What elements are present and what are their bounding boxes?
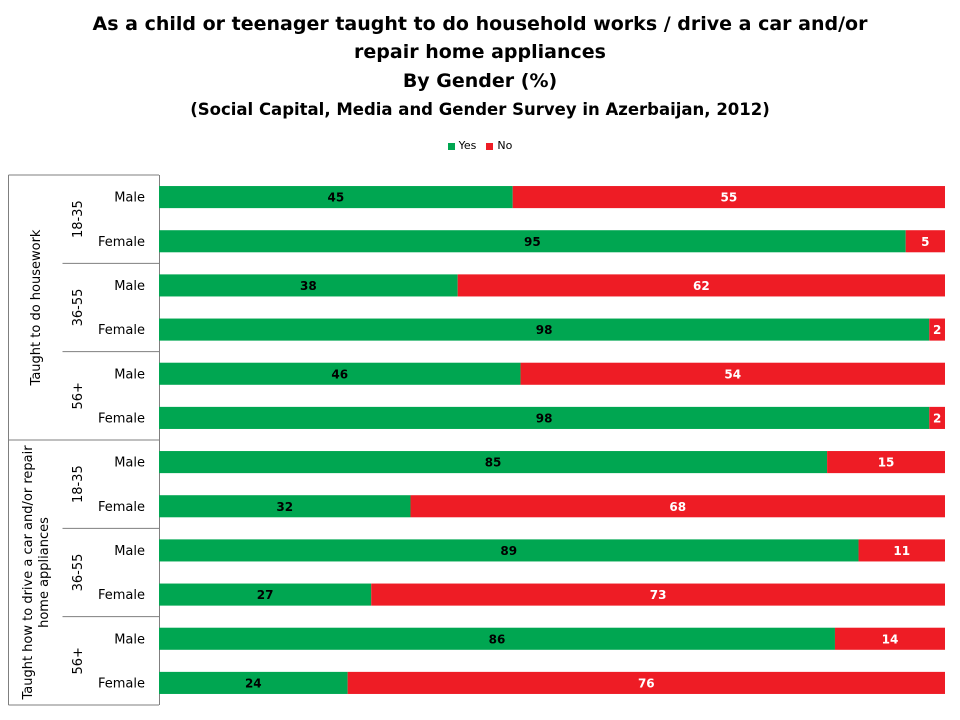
group-label: Taught to do housework — [29, 229, 44, 386]
bar-no — [858, 539, 945, 562]
bar-no — [512, 186, 945, 209]
bar-yes — [159, 451, 828, 474]
data-label-yes: 98 — [536, 323, 553, 337]
data-label-no: 14 — [882, 632, 899, 646]
row-label-male: Male — [114, 632, 145, 647]
data-label-no: 2 — [933, 411, 941, 425]
bar-yes — [159, 671, 348, 694]
data-label-no: 15 — [878, 456, 895, 470]
legend-item-no: No — [486, 139, 512, 153]
data-label-no: 76 — [638, 676, 655, 690]
row-label-male: Male — [114, 544, 145, 559]
row-label-female: Female — [98, 235, 145, 250]
age-group-label: 56+ — [71, 382, 86, 409]
row-label-male: Male — [114, 279, 145, 294]
data-label-no: 73 — [650, 588, 667, 602]
data-label-yes: 45 — [327, 191, 344, 205]
bar-no — [457, 274, 945, 297]
bar-yes — [159, 539, 859, 562]
bar-no — [827, 451, 945, 474]
data-label-yes: 85 — [485, 456, 502, 470]
legend-label-yes: Yes — [458, 139, 477, 152]
data-label-yes: 46 — [331, 367, 348, 381]
chart-title-line1: As a child or teenager taught to do hous… — [92, 13, 868, 35]
data-label-yes: 27 — [257, 588, 274, 602]
bar-yes — [159, 583, 372, 606]
age-group-label: 56+ — [71, 647, 86, 674]
bar-yes — [159, 627, 835, 650]
bar-no — [410, 495, 945, 518]
bar-yes — [159, 230, 906, 253]
bar-yes — [159, 186, 513, 209]
bar-yes — [159, 362, 521, 385]
data-label-no: 2 — [933, 323, 941, 337]
data-label-yes: 32 — [276, 500, 293, 514]
legend-item-yes: Yes — [447, 139, 477, 153]
bar-no — [834, 627, 945, 650]
group-label: Taught how to drive a car and/or repairh… — [21, 445, 52, 701]
data-label-no: 54 — [724, 367, 741, 381]
chart-legend: Yes No — [0, 139, 960, 153]
data-label-yes: 89 — [500, 544, 517, 558]
row-label-female: Female — [98, 588, 145, 603]
data-label-yes: 98 — [536, 411, 553, 425]
data-label-yes: 86 — [489, 632, 506, 646]
row-label-male: Male — [114, 367, 145, 382]
group-label-line: home appliances — [37, 517, 52, 628]
data-label-no: 11 — [893, 544, 910, 558]
row-label-female: Female — [98, 411, 145, 426]
group-label-line: Taught how to drive a car and/or repair — [21, 445, 36, 701]
bar-no — [929, 406, 945, 429]
bar-yes — [159, 318, 930, 341]
bar-no — [905, 230, 945, 253]
row-label-female: Female — [98, 500, 145, 515]
age-group-label: 18-35 — [71, 465, 86, 503]
row-label-male: Male — [114, 191, 145, 206]
bar-yes — [159, 406, 930, 429]
legend-swatch-no — [486, 142, 494, 150]
bar-yes — [159, 274, 458, 297]
legend-swatch-yes — [447, 142, 455, 150]
data-label-no: 5 — [921, 235, 929, 249]
chart-source-note: (Social Capital, Media and Gender Survey… — [190, 100, 770, 119]
bar-no — [347, 671, 945, 694]
age-group-label: 36-55 — [71, 289, 86, 327]
age-group-label: 36-55 — [71, 554, 86, 592]
bar-no — [371, 583, 946, 606]
row-label-female: Female — [98, 676, 145, 691]
data-label-no: 55 — [720, 191, 737, 205]
group-label-line: Taught to do housework — [29, 229, 44, 386]
chart-subtitle: By Gender (%) — [402, 70, 558, 92]
row-label-female: Female — [98, 323, 145, 338]
data-label-yes: 95 — [524, 235, 541, 249]
bar-yes — [159, 495, 411, 518]
row-label-male: Male — [114, 456, 145, 471]
data-label-yes: 38 — [300, 279, 317, 293]
data-label-no: 62 — [693, 279, 710, 293]
bar-no — [520, 362, 945, 385]
age-group-label: 18-35 — [71, 200, 86, 238]
legend-label-no: No — [497, 139, 513, 152]
bar-no — [929, 318, 945, 341]
chart-title-line2: repair home appliances — [354, 41, 606, 63]
data-label-yes: 24 — [245, 676, 262, 690]
data-label-no: 68 — [669, 500, 686, 514]
